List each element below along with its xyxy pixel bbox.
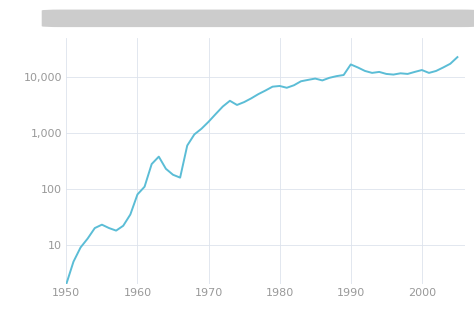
FancyBboxPatch shape — [42, 10, 474, 27]
